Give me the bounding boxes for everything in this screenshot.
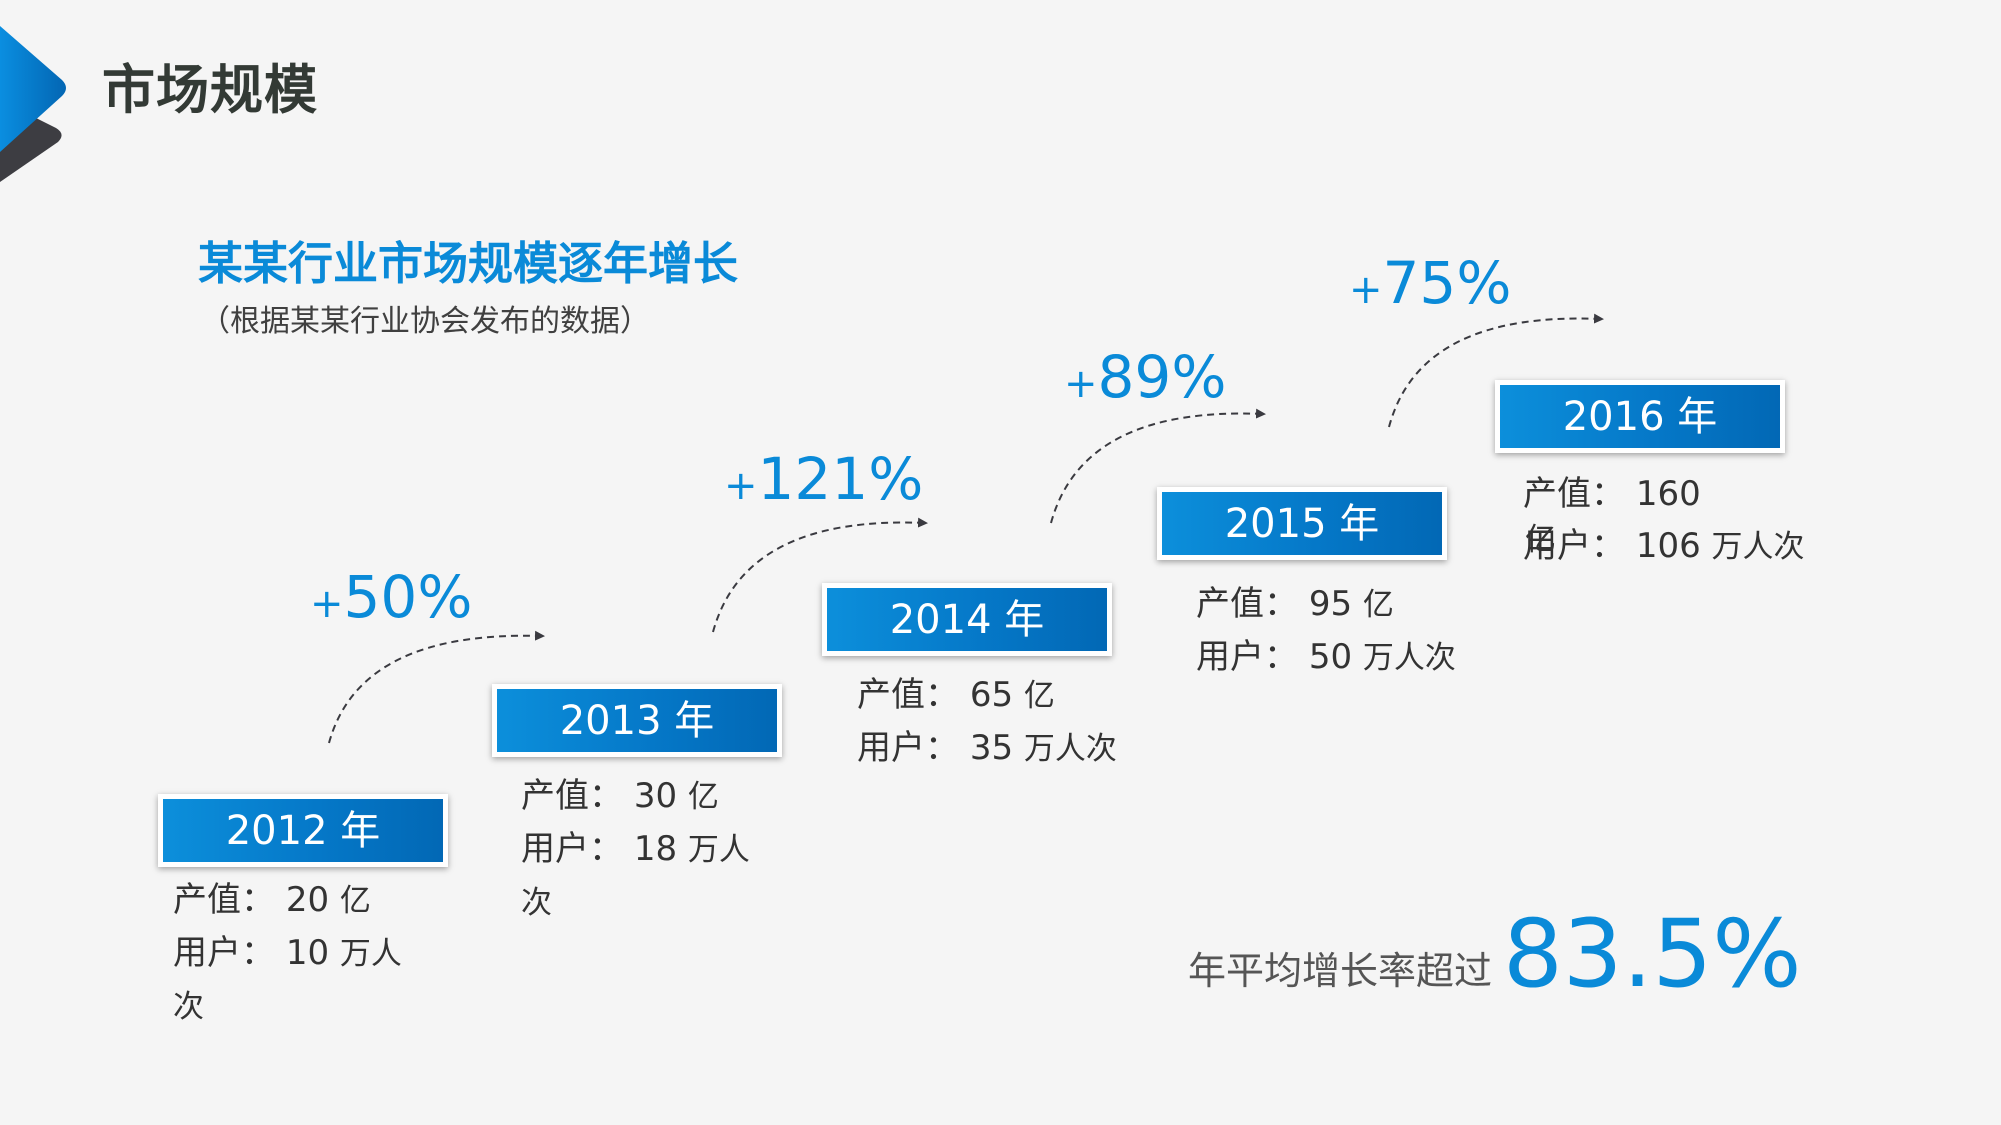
year-label: 2014 年 (827, 588, 1107, 651)
arrow-2012-2013 (328, 630, 545, 744)
users-row: 用户： 50 万人次 (1196, 637, 1456, 677)
year-label: 2012 年 (163, 799, 443, 862)
growth-label-2014: +121% (724, 445, 924, 513)
output-row: 产值： 20 亿 (173, 880, 371, 920)
page-title: 市场规模 (102, 60, 318, 121)
output-row: 产值： 160 (1523, 474, 1701, 514)
details-2016: 产值： 160 亿 用户： 106 万人次 (1523, 468, 1823, 573)
summary-label: 年平均增长率超过 (1188, 949, 1493, 993)
arrow-2013-2014 (712, 517, 928, 633)
source-note: （根据某某行业协会发布的数据） (200, 304, 650, 339)
arrow-2015-2016 (1388, 313, 1604, 428)
year-box-2012: 2012 年 (158, 794, 448, 867)
details-2013: 产值： 30 亿 用户： 18 万人次 (521, 770, 771, 929)
year-label: 2016 年 (1500, 385, 1780, 448)
users-row: 用户： 10 万人次 (173, 933, 402, 1025)
growth-label-2013: +50% (310, 563, 473, 631)
year-box-2015: 2015 年 (1157, 487, 1447, 560)
year-box-2013: 2013 年 (492, 684, 782, 757)
details-2014: 产值： 65 亿 用户： 35 万人次 (857, 669, 1177, 775)
users-row: 用户： 18 万人次 (521, 829, 750, 921)
logo-chevron-icon (0, 26, 66, 182)
year-box-2016: 2016 年 (1495, 380, 1785, 453)
year-label: 2015 年 (1162, 492, 1442, 555)
summary-value: 83.5% (1503, 900, 1802, 1009)
users-row: 用户： 106 万人次 (1523, 526, 1805, 566)
output-row: 产值： 65 亿 (857, 675, 1055, 715)
details-2012: 产值： 20 亿 用户： 10 万人次 (173, 874, 423, 1033)
output-row: 产值： 30 亿 (521, 776, 719, 816)
output-row: 产值： 95 亿 (1196, 584, 1394, 624)
year-box-2014: 2014 年 (822, 583, 1112, 656)
growth-label-2016: +75% (1349, 249, 1512, 317)
output-unit-overflow: 亿 (1525, 522, 1556, 558)
users-row: 用户： 35 万人次 (857, 728, 1117, 768)
growth-label-2015: +89% (1064, 343, 1227, 411)
arrow-2014-2015 (1050, 408, 1266, 524)
year-label: 2013 年 (497, 689, 777, 752)
headline: 某某行业市场规模逐年增长 (198, 237, 739, 290)
details-2015: 产值： 95 亿 用户： 50 万人次 (1196, 578, 1516, 684)
